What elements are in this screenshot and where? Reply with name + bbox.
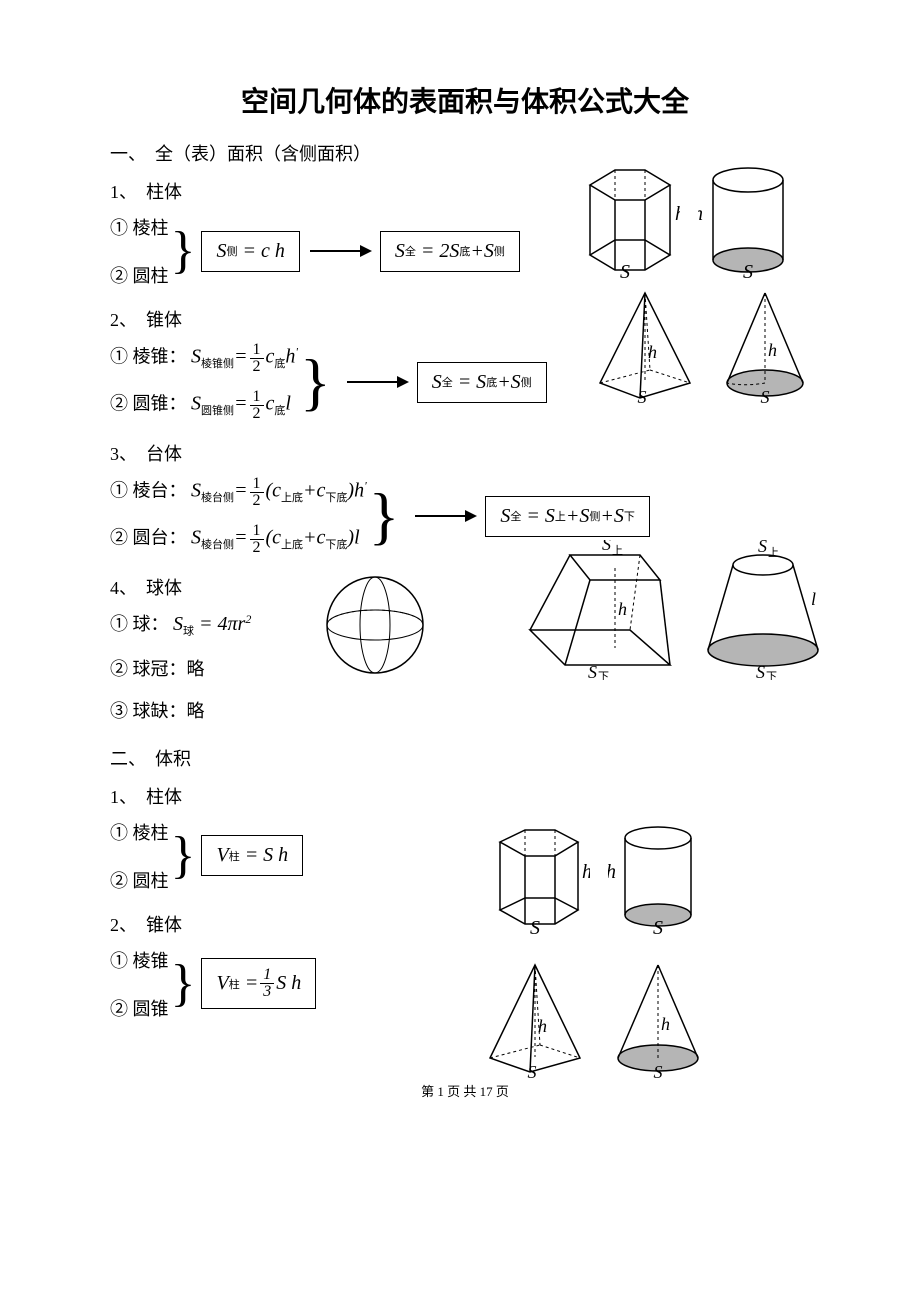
svg-text:下: 下	[766, 671, 777, 680]
a3-b: ② 圆台： S棱台侧=12(c上底+c下底)l	[110, 523, 367, 556]
svg-text:h: h	[648, 342, 657, 362]
svg-text:S: S	[654, 1062, 663, 1080]
a1-figures: h S h S	[570, 160, 793, 280]
a3-figures: S上 h S下 S上 l S下	[510, 540, 828, 680]
a2-b: ② 圆锥： S圆锥侧=12c底l	[110, 389, 298, 422]
b2-b: ② 圆锥	[110, 995, 169, 1021]
prism-icon: h S	[480, 820, 590, 935]
arrow-icon	[347, 381, 407, 383]
svg-text:h: h	[768, 340, 777, 360]
b2-figures: h S h S	[480, 960, 708, 1080]
page: 空间几何体的表面积与体积公式大全 一、 全（表）面积（含侧面积） 1、 柱体 ①…	[110, 80, 820, 1100]
svg-text:h: h	[608, 861, 616, 883]
svg-text:S: S	[756, 662, 765, 680]
b2-heading: 2、 锥体	[110, 911, 820, 937]
svg-text:S: S	[638, 387, 647, 403]
pyramid-icon: h S	[480, 960, 590, 1080]
svg-text:S: S	[530, 917, 540, 935]
svg-text:S: S	[588, 662, 597, 680]
svg-text:下: 下	[598, 671, 609, 680]
brace-icon: }	[171, 958, 196, 1010]
svg-text:S: S	[758, 540, 767, 556]
cylinder-icon: h S	[608, 820, 703, 935]
a1-b: ② 圆柱	[110, 262, 169, 288]
a2-a: ① 棱锥： S棱锥侧=12c底h'	[110, 342, 298, 375]
brace-icon: }	[171, 830, 196, 882]
b2-row: ① 棱锥 ② 圆锥 } V柱 =13S h	[110, 947, 820, 1021]
cone-icon: h S	[718, 288, 813, 403]
svg-text:S: S	[602, 540, 611, 554]
pyramid-icon: h S	[590, 288, 700, 403]
svg-text:上: 上	[612, 544, 623, 557]
svg-text:S: S	[761, 387, 770, 403]
frustum-prism-icon: S上 h S下	[510, 540, 680, 680]
brace-icon: }	[369, 484, 400, 548]
arrow-icon	[310, 250, 370, 252]
prism-icon: h S	[570, 160, 680, 280]
svg-text:h: h	[675, 203, 680, 225]
b1-a: ① 棱柱	[110, 819, 169, 845]
brace-icon: }	[300, 350, 331, 414]
svg-text:h: h	[582, 861, 590, 883]
a1-side-formula: S侧 = c h	[201, 231, 299, 272]
b1-heading: 1、 柱体	[110, 783, 820, 809]
a1-a: ① 棱柱	[110, 214, 169, 240]
page-footer: 第 1 页 共 17 页	[110, 1081, 820, 1100]
b2-formula: V柱 =13S h	[201, 958, 316, 1009]
svg-text:h: h	[538, 1016, 547, 1036]
b1-row: ① 棱柱 ② 圆柱 } V柱 = S h	[110, 819, 820, 893]
a3-total-formula: S全 = S上+S侧+S下	[485, 496, 650, 537]
cylinder-icon: h S	[698, 160, 793, 280]
svg-text:h: h	[661, 1014, 670, 1034]
a1-total-formula: S全 = 2S底+S侧	[380, 231, 520, 272]
svg-text:S: S	[528, 1062, 537, 1080]
svg-text:h: h	[618, 599, 627, 619]
svg-text:上: 上	[768, 546, 779, 559]
b1-formula: V柱 = S h	[201, 835, 303, 876]
a4-c: ③ 球缺：略	[110, 697, 820, 723]
section-b-heading: 二、 体积	[110, 745, 820, 771]
a3-a: ① 棱台： S棱台侧=12(c上底+c下底)h'	[110, 476, 367, 509]
page-title: 空间几何体的表面积与体积公式大全	[110, 80, 820, 120]
svg-text:l: l	[811, 589, 816, 609]
b1-b: ② 圆柱	[110, 867, 169, 893]
svg-text:S: S	[620, 261, 630, 280]
a3-heading: 3、 台体	[110, 440, 820, 466]
svg-text:S: S	[653, 917, 663, 935]
b1-figures: h S h S	[480, 820, 703, 935]
b2-a: ① 棱锥	[110, 947, 169, 973]
cone-icon: h S	[608, 960, 708, 1080]
sphere-icon	[320, 570, 430, 680]
a2-figures: h S h S	[590, 288, 813, 403]
brace-icon: }	[171, 225, 196, 277]
svg-text:S: S	[743, 261, 753, 280]
svg-text:h: h	[698, 203, 703, 225]
arrow-icon	[415, 515, 475, 517]
a4-sphere	[320, 570, 430, 680]
a2-total-formula: S全 = S底+S侧	[417, 362, 547, 403]
frustum-cone-icon: S上 l S下	[698, 540, 828, 680]
